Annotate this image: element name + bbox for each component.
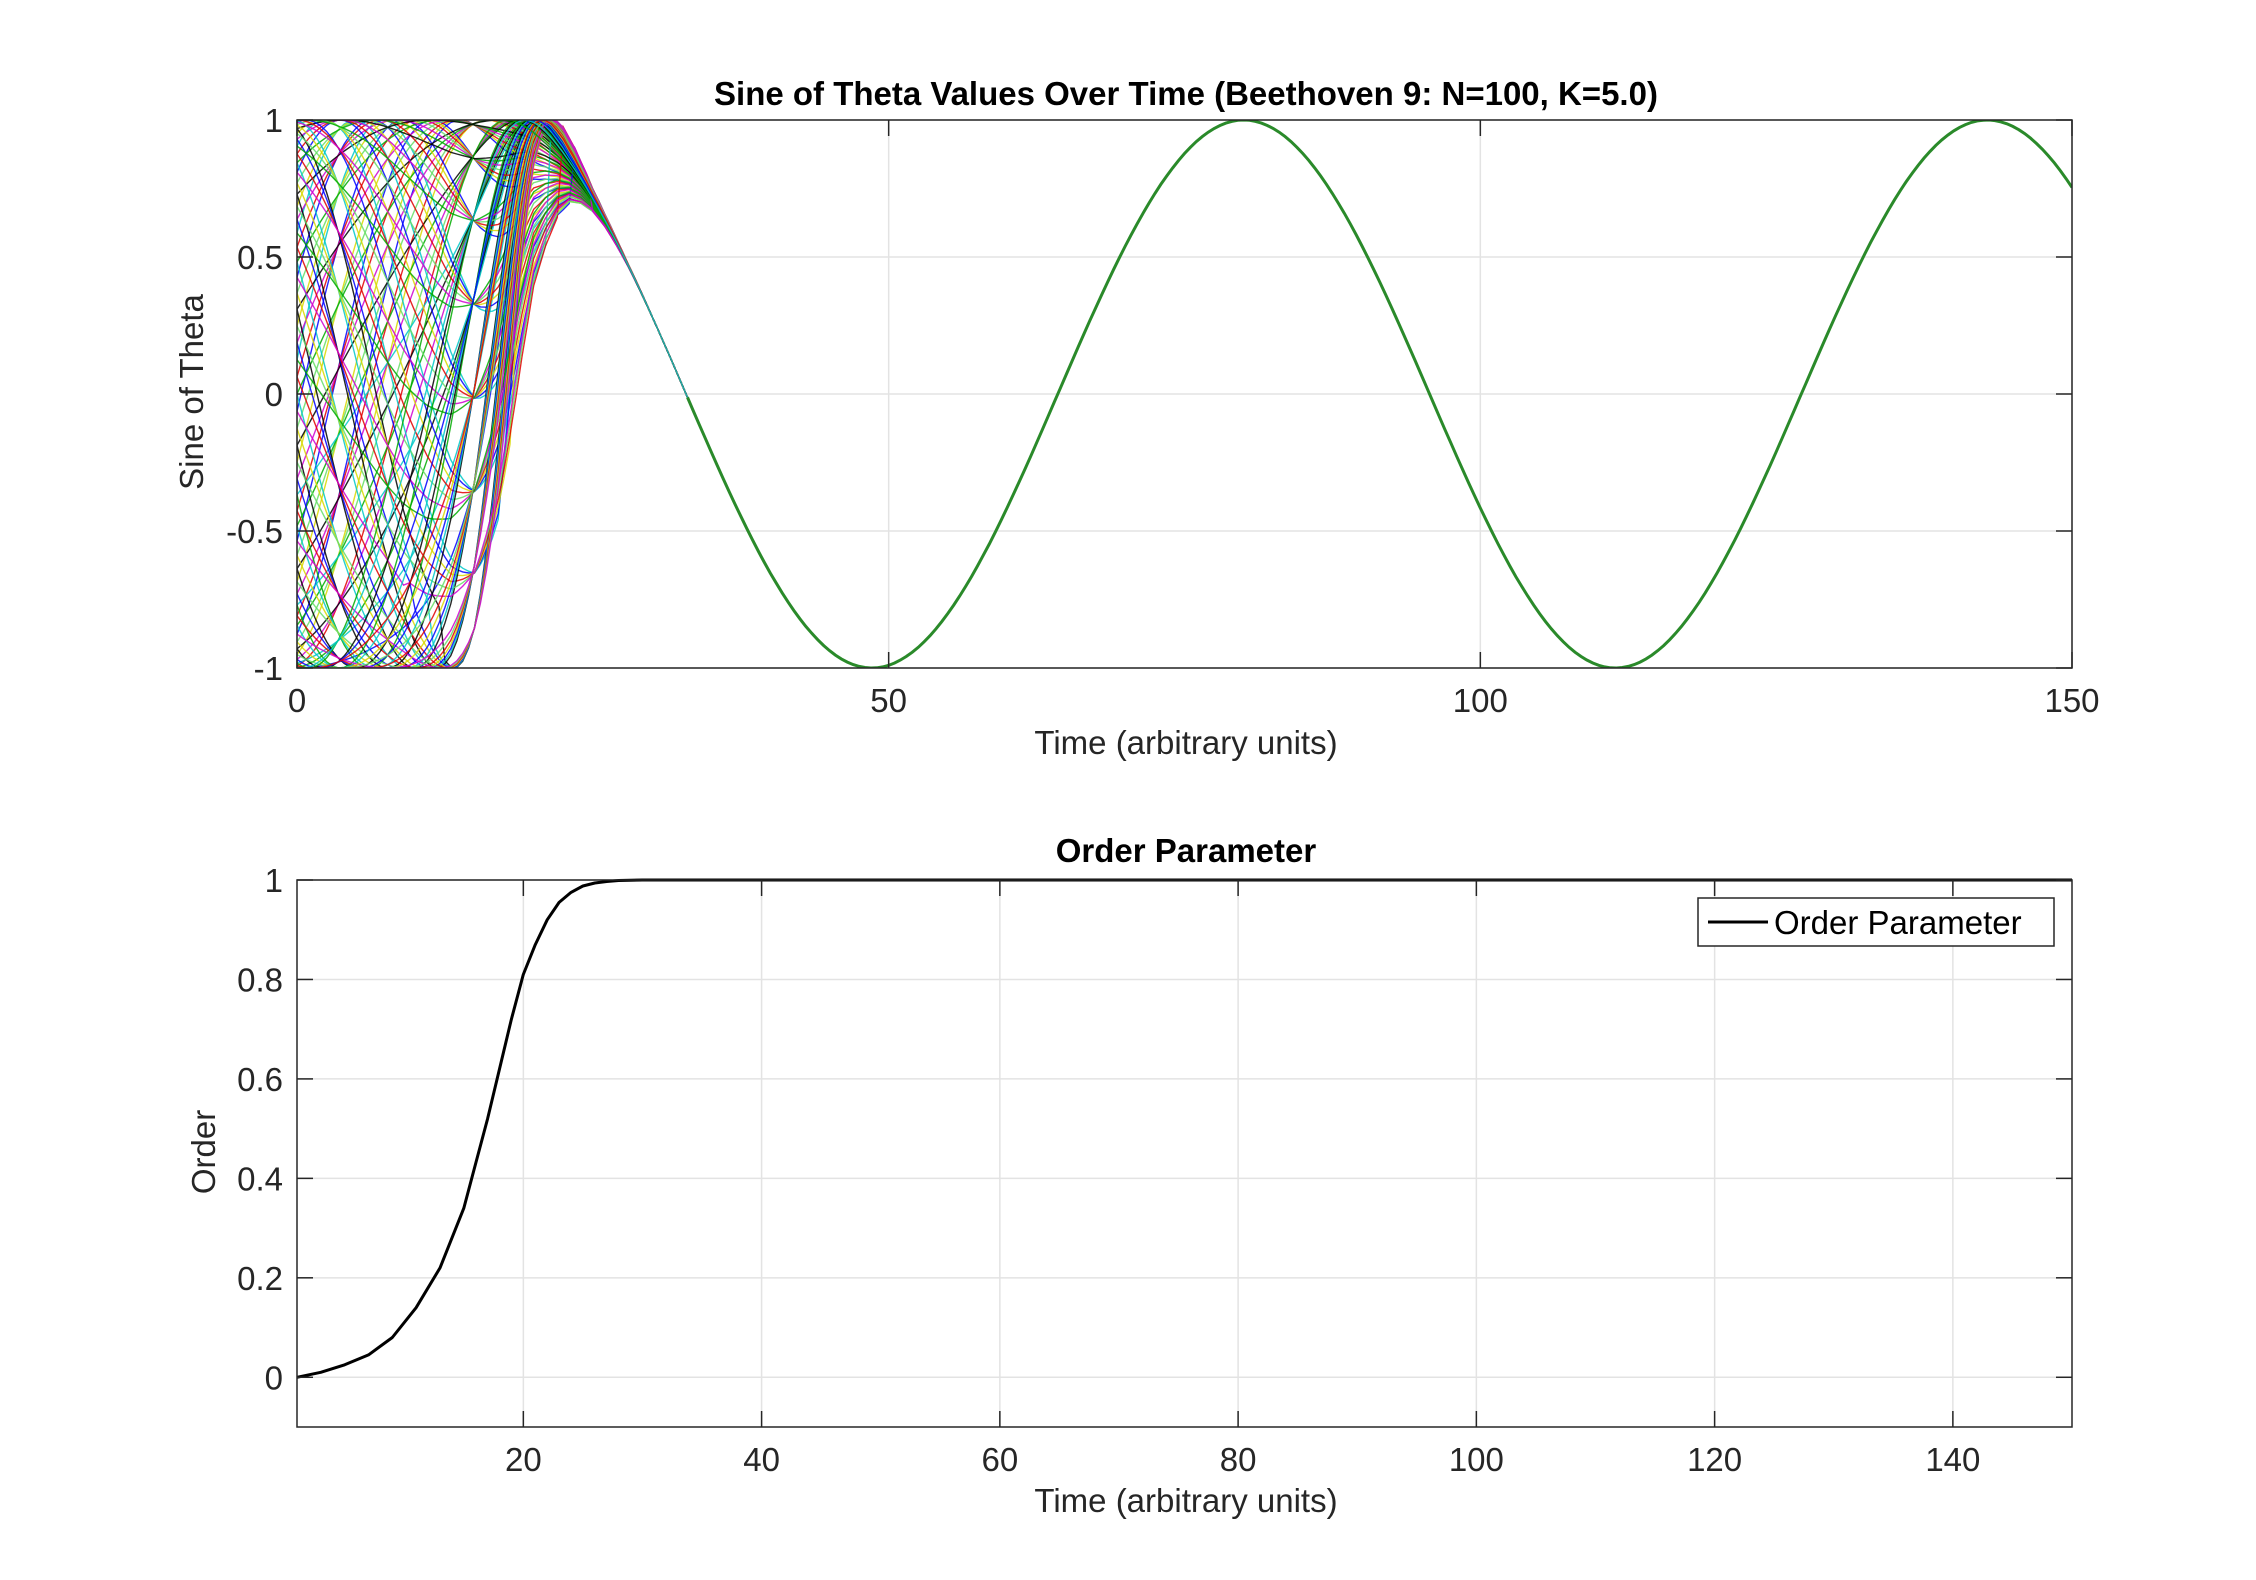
y-tick-label: 0.5: [237, 239, 283, 276]
y-tick-label: 0.2: [237, 1260, 283, 1297]
plot2-xlabel: Time (arbitrary units): [1034, 1482, 1337, 1519]
plot1-lines: [297, 120, 2072, 668]
y-tick-label: 0.6: [237, 1061, 283, 1098]
y-tick-label: 0: [265, 1359, 283, 1396]
x-tick-label: 60: [981, 1441, 1018, 1478]
plot2-title: Order Parameter: [1056, 832, 1317, 869]
plot1-title: Sine of Theta Values Over Time (Beethove…: [714, 75, 1658, 112]
x-tick-label: 100: [1449, 1441, 1504, 1478]
plot2-ylabel: Order: [185, 1110, 222, 1194]
order-parameter-line: [296, 878, 2072, 1379]
x-tick-label: 50: [870, 682, 907, 719]
x-tick-label: 0: [288, 682, 306, 719]
legend-entry: Order Parameter: [1774, 904, 2022, 941]
x-tick-label: 100: [1453, 682, 1508, 719]
x-tick-label: 20: [505, 1441, 542, 1478]
plot2-grid: [297, 879, 2072, 1427]
y-tick-label: 1: [265, 102, 283, 139]
y-tick-label: 0.8: [237, 961, 283, 998]
plot1-ticks: 0 50 100 150 -1 -0.5 0 0.5 1: [226, 102, 2099, 719]
plot1-xlabel: Time (arbitrary units): [1034, 724, 1337, 761]
x-tick-label: 40: [743, 1441, 780, 1478]
plot-sine-theta: Sine of Theta Values Over Time (Beethove…: [173, 75, 2100, 761]
plot1-ylabel: Sine of Theta: [173, 294, 210, 490]
y-tick-label: 0: [265, 376, 283, 413]
y-tick-label: 1: [265, 862, 283, 899]
plot2-lines: [296, 878, 2072, 1379]
x-tick-label: 150: [2044, 682, 2099, 719]
plot2-legend: Order Parameter: [1697, 897, 2055, 947]
y-tick-label: -1: [254, 650, 283, 687]
x-tick-label: 140: [1925, 1441, 1980, 1478]
plot-order-parameter: Order Parameter 20 40 60 80 100 120 140 0 0.2 0.4…: [185, 832, 2073, 1519]
x-tick-label: 120: [1687, 1441, 1742, 1478]
synchronized-line: [686, 120, 2072, 668]
y-tick-label: -0.5: [226, 513, 283, 550]
plot2-ticks: 20 40 60 80 100 120 140 0 0.2 0.4 0.6 0.8 1: [237, 862, 2072, 1478]
y-tick-label: 0.4: [237, 1160, 283, 1197]
x-tick-label: 80: [1220, 1441, 1257, 1478]
plot2-axes-box: [296, 879, 2073, 1428]
